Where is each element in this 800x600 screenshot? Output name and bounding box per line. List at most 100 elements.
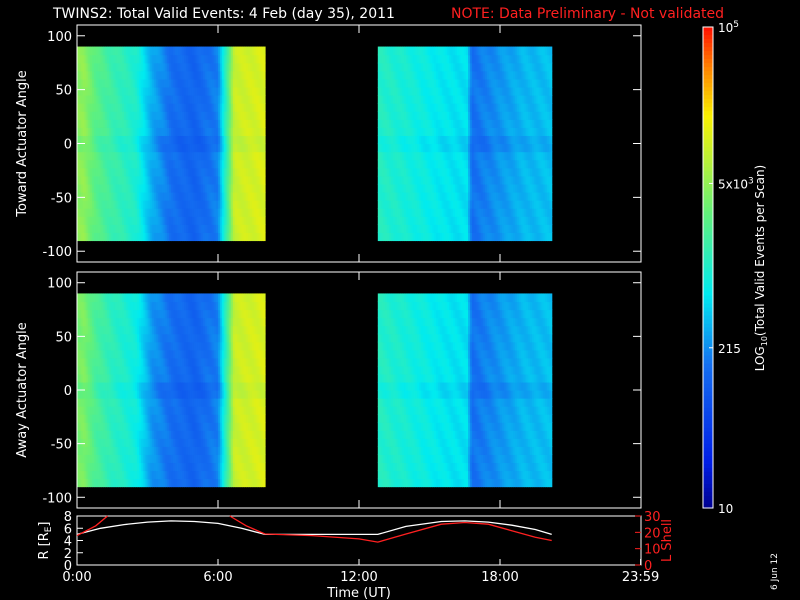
heatmap-cell xyxy=(484,95,488,104)
heatmap-cell xyxy=(129,54,133,64)
heatmap-cell xyxy=(193,46,197,56)
heatmap-cell xyxy=(78,357,82,367)
heatmap-cell xyxy=(516,183,520,193)
heatmap-cell xyxy=(402,111,405,120)
heatmap-cell xyxy=(184,62,187,72)
heatmap-cell xyxy=(381,95,385,104)
heatmap-cell xyxy=(90,414,93,423)
heatmap-cell xyxy=(246,224,249,233)
heatmap-cell xyxy=(208,103,212,112)
heatmap-cell xyxy=(155,143,159,153)
heatmap-cell xyxy=(161,151,165,161)
heatmap-cell xyxy=(174,95,178,104)
heatmap-cell xyxy=(140,135,144,145)
heatmap-cell xyxy=(507,167,510,177)
heatmap-cell xyxy=(169,143,172,153)
heatmap-cell xyxy=(377,78,381,88)
heatmap-cell xyxy=(449,208,452,217)
heatmap-cell xyxy=(394,191,398,201)
heatmap-cell xyxy=(148,62,151,72)
heatmap-cell xyxy=(379,86,383,96)
heatmap-cell xyxy=(108,86,112,96)
heatmap-cell xyxy=(419,119,422,128)
heatmap-cell xyxy=(191,159,195,169)
heatmap-cell xyxy=(415,216,418,225)
heatmap-cell xyxy=(531,143,535,153)
heatmap-cell xyxy=(90,70,93,80)
heatmap-cell xyxy=(93,349,97,359)
heatmap-cell xyxy=(133,232,136,242)
heatmap-cell xyxy=(99,111,103,120)
heatmap-cell xyxy=(88,470,91,480)
heatmap-cell xyxy=(475,70,479,80)
heatmap-cell xyxy=(253,208,257,217)
heatmap-cell xyxy=(161,208,165,217)
heatmap-cell xyxy=(402,216,405,225)
heatmap-cell xyxy=(413,183,416,193)
heatmap-cell xyxy=(221,46,225,56)
heatmap-cell xyxy=(199,175,202,185)
heatmap-cell xyxy=(137,208,140,217)
heatmap-cell xyxy=(92,135,95,145)
heatmap-cell xyxy=(453,183,456,193)
heatmap-cell xyxy=(379,200,383,209)
heatmap-cell xyxy=(434,191,437,201)
heatmap-cell xyxy=(404,111,407,120)
heatmap-cell xyxy=(176,62,180,72)
heatmap-cell xyxy=(421,95,424,104)
heatmap-cell xyxy=(377,127,381,137)
heatmap-cell xyxy=(201,232,204,242)
heatmap-cell xyxy=(494,216,497,225)
heatmap-cell xyxy=(238,62,242,72)
heatmap-cell xyxy=(77,301,80,311)
heatmap-cell xyxy=(93,103,97,112)
heatmap-cell xyxy=(483,216,486,225)
heatmap-cell xyxy=(500,46,503,56)
heatmap-cell xyxy=(451,232,454,242)
heatmap-cell xyxy=(486,143,490,153)
heatmap-cell xyxy=(426,62,430,72)
heatmap-cell xyxy=(193,224,197,233)
heatmap-cell xyxy=(229,183,232,193)
heatmap-cell xyxy=(469,175,473,185)
heatmap-cell xyxy=(528,103,531,112)
heatmap-cell xyxy=(539,95,542,104)
heatmap-cell xyxy=(161,159,165,169)
heatmap-cell xyxy=(251,224,255,233)
heatmap-cell xyxy=(182,46,185,56)
heatmap-cell xyxy=(385,143,388,153)
heatmap-cell xyxy=(415,232,418,242)
heatmap-cell xyxy=(473,175,477,185)
heatmap-cell xyxy=(454,78,458,88)
heatmap-cell xyxy=(163,183,166,193)
heatmap-cell xyxy=(240,232,244,242)
heatmap-cell xyxy=(383,216,386,225)
heatmap-cell xyxy=(233,103,236,112)
heatmap-cell xyxy=(246,119,249,128)
heatmap-cell xyxy=(133,62,136,72)
heatmap-cell xyxy=(535,78,539,88)
heatmap-cell xyxy=(108,127,112,137)
heatmap-cell xyxy=(193,54,197,64)
heatmap-cell xyxy=(92,151,95,161)
heatmap-cell xyxy=(110,70,114,80)
heatmap-cell xyxy=(114,175,118,185)
heatmap-cell xyxy=(389,135,392,145)
heatmap-cell xyxy=(112,232,116,242)
heatmap-cell xyxy=(460,216,463,225)
heatmap-cell xyxy=(108,143,112,153)
heatmap-cell xyxy=(464,78,467,88)
heatmap-cell xyxy=(407,143,411,153)
heatmap-cell xyxy=(253,127,257,137)
heatmap-cell xyxy=(507,111,510,120)
heatmap-cell xyxy=(146,208,150,217)
heatmap-cell xyxy=(530,167,533,177)
heatmap-cell xyxy=(124,127,127,137)
heatmap-cell xyxy=(451,183,454,193)
heatmap-cell xyxy=(197,151,200,161)
heatmap-cell xyxy=(451,135,454,145)
heatmap-cell xyxy=(543,200,546,209)
heatmap-cell xyxy=(122,70,125,80)
